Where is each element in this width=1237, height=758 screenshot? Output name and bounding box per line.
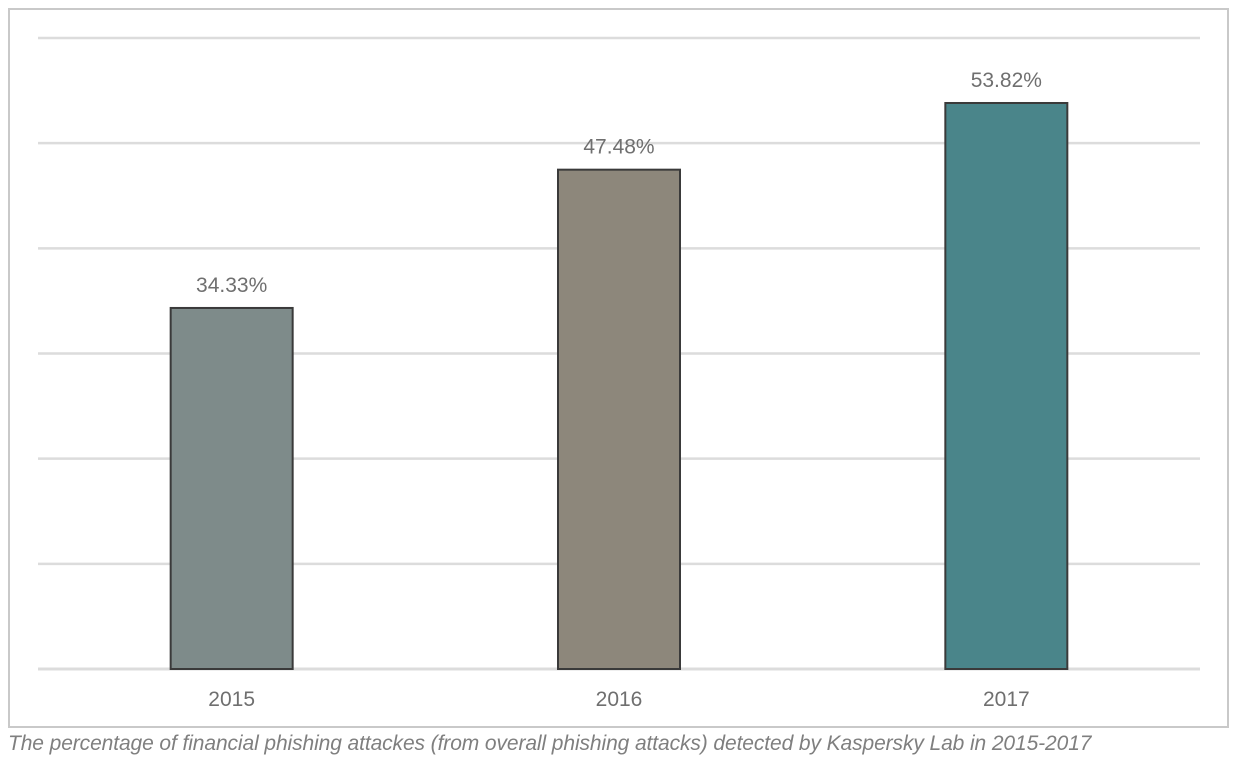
value-label-2015: 34.33%	[196, 274, 267, 297]
bar-2017	[944, 101, 1069, 671]
x-tick-label-2015: 2015	[208, 688, 255, 711]
bar-2015	[169, 306, 294, 670]
x-tick-label-2017: 2017	[983, 688, 1030, 711]
value-label-2016: 47.48%	[583, 136, 654, 159]
x-tick-label-2016: 2016	[596, 688, 643, 711]
value-labels: 34.33% 47.48% 53.82%	[196, 69, 1042, 297]
bar-chart: 34.33% 47.48% 53.82% 2015 2016 2017	[38, 36, 1200, 711]
chart-caption: The percentage of financial phishing att…	[8, 732, 1092, 755]
x-tick-labels: 2015 2016 2017	[208, 688, 1029, 711]
bars	[169, 101, 1069, 671]
bar-2016	[557, 168, 681, 670]
value-label-2017: 53.82%	[971, 69, 1042, 92]
